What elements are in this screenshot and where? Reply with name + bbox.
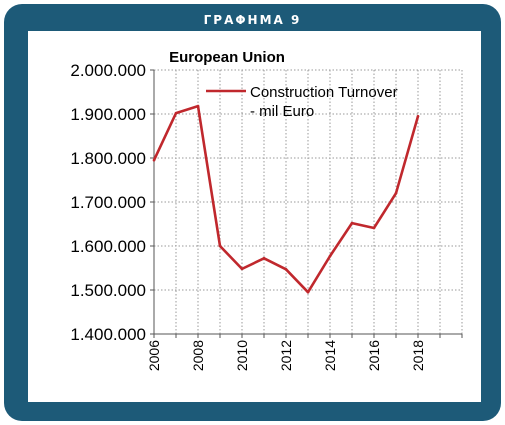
legend-label-line-0: Construction Turnover — [250, 84, 398, 101]
x-tick-label-6: 2018 — [410, 340, 426, 371]
chart-panel — [28, 31, 481, 402]
x-tick-label-2: 2010 — [234, 340, 250, 371]
data-point-2007 — [174, 111, 178, 115]
data-point-2008 — [196, 104, 200, 108]
y-axis-ticks: 1.400.000 1.500.000 1.600.000 1.700.000 1.80… — [70, 61, 154, 344]
data-point-2014 — [328, 254, 332, 258]
legend: Construction Turnover - mil Euro — [206, 84, 398, 120]
y-tick-label-5: 1.900.000 — [70, 105, 146, 124]
x-tick-label-0: 2006 — [146, 340, 162, 371]
data-point-2017 — [394, 191, 398, 195]
x-tick-label-4: 2014 — [322, 340, 338, 371]
data-point-2018 — [416, 114, 420, 118]
data-point-2009 — [218, 244, 222, 248]
x-tick-label-1: 2008 — [190, 340, 206, 371]
data-point-2015 — [350, 221, 354, 225]
data-point-2011 — [262, 257, 266, 260]
y-tick-label-6: 2.000.000 — [70, 61, 146, 80]
x-tick-label-5: 2016 — [366, 340, 382, 371]
data-point-2010 — [240, 267, 244, 271]
chart-title: European Union — [169, 49, 285, 66]
y-tick-label-3: 1.700.000 — [70, 193, 146, 212]
series-group — [152, 104, 420, 294]
legend-label-line-1: - mil Euro — [250, 103, 314, 120]
x-axis-ticks: 2006 2008 2010 2012 2014 2016 2018 — [146, 334, 463, 371]
figure-label: ΓΡΑΦΗΜΑ 9 — [203, 13, 302, 27]
y-tick-label-1: 1.500.000 — [70, 281, 146, 300]
x-tick-label-3: 2012 — [278, 340, 294, 371]
data-point-2013 — [306, 290, 310, 294]
data-point-2016 — [372, 226, 376, 230]
data-point-2012 — [284, 268, 288, 271]
data-point-2006 — [152, 158, 156, 162]
y-tick-label-0: 1.400.000 — [70, 325, 146, 344]
y-tick-label-2: 1.600.000 — [70, 237, 146, 256]
y-tick-label-4: 1.800.000 — [70, 149, 146, 168]
